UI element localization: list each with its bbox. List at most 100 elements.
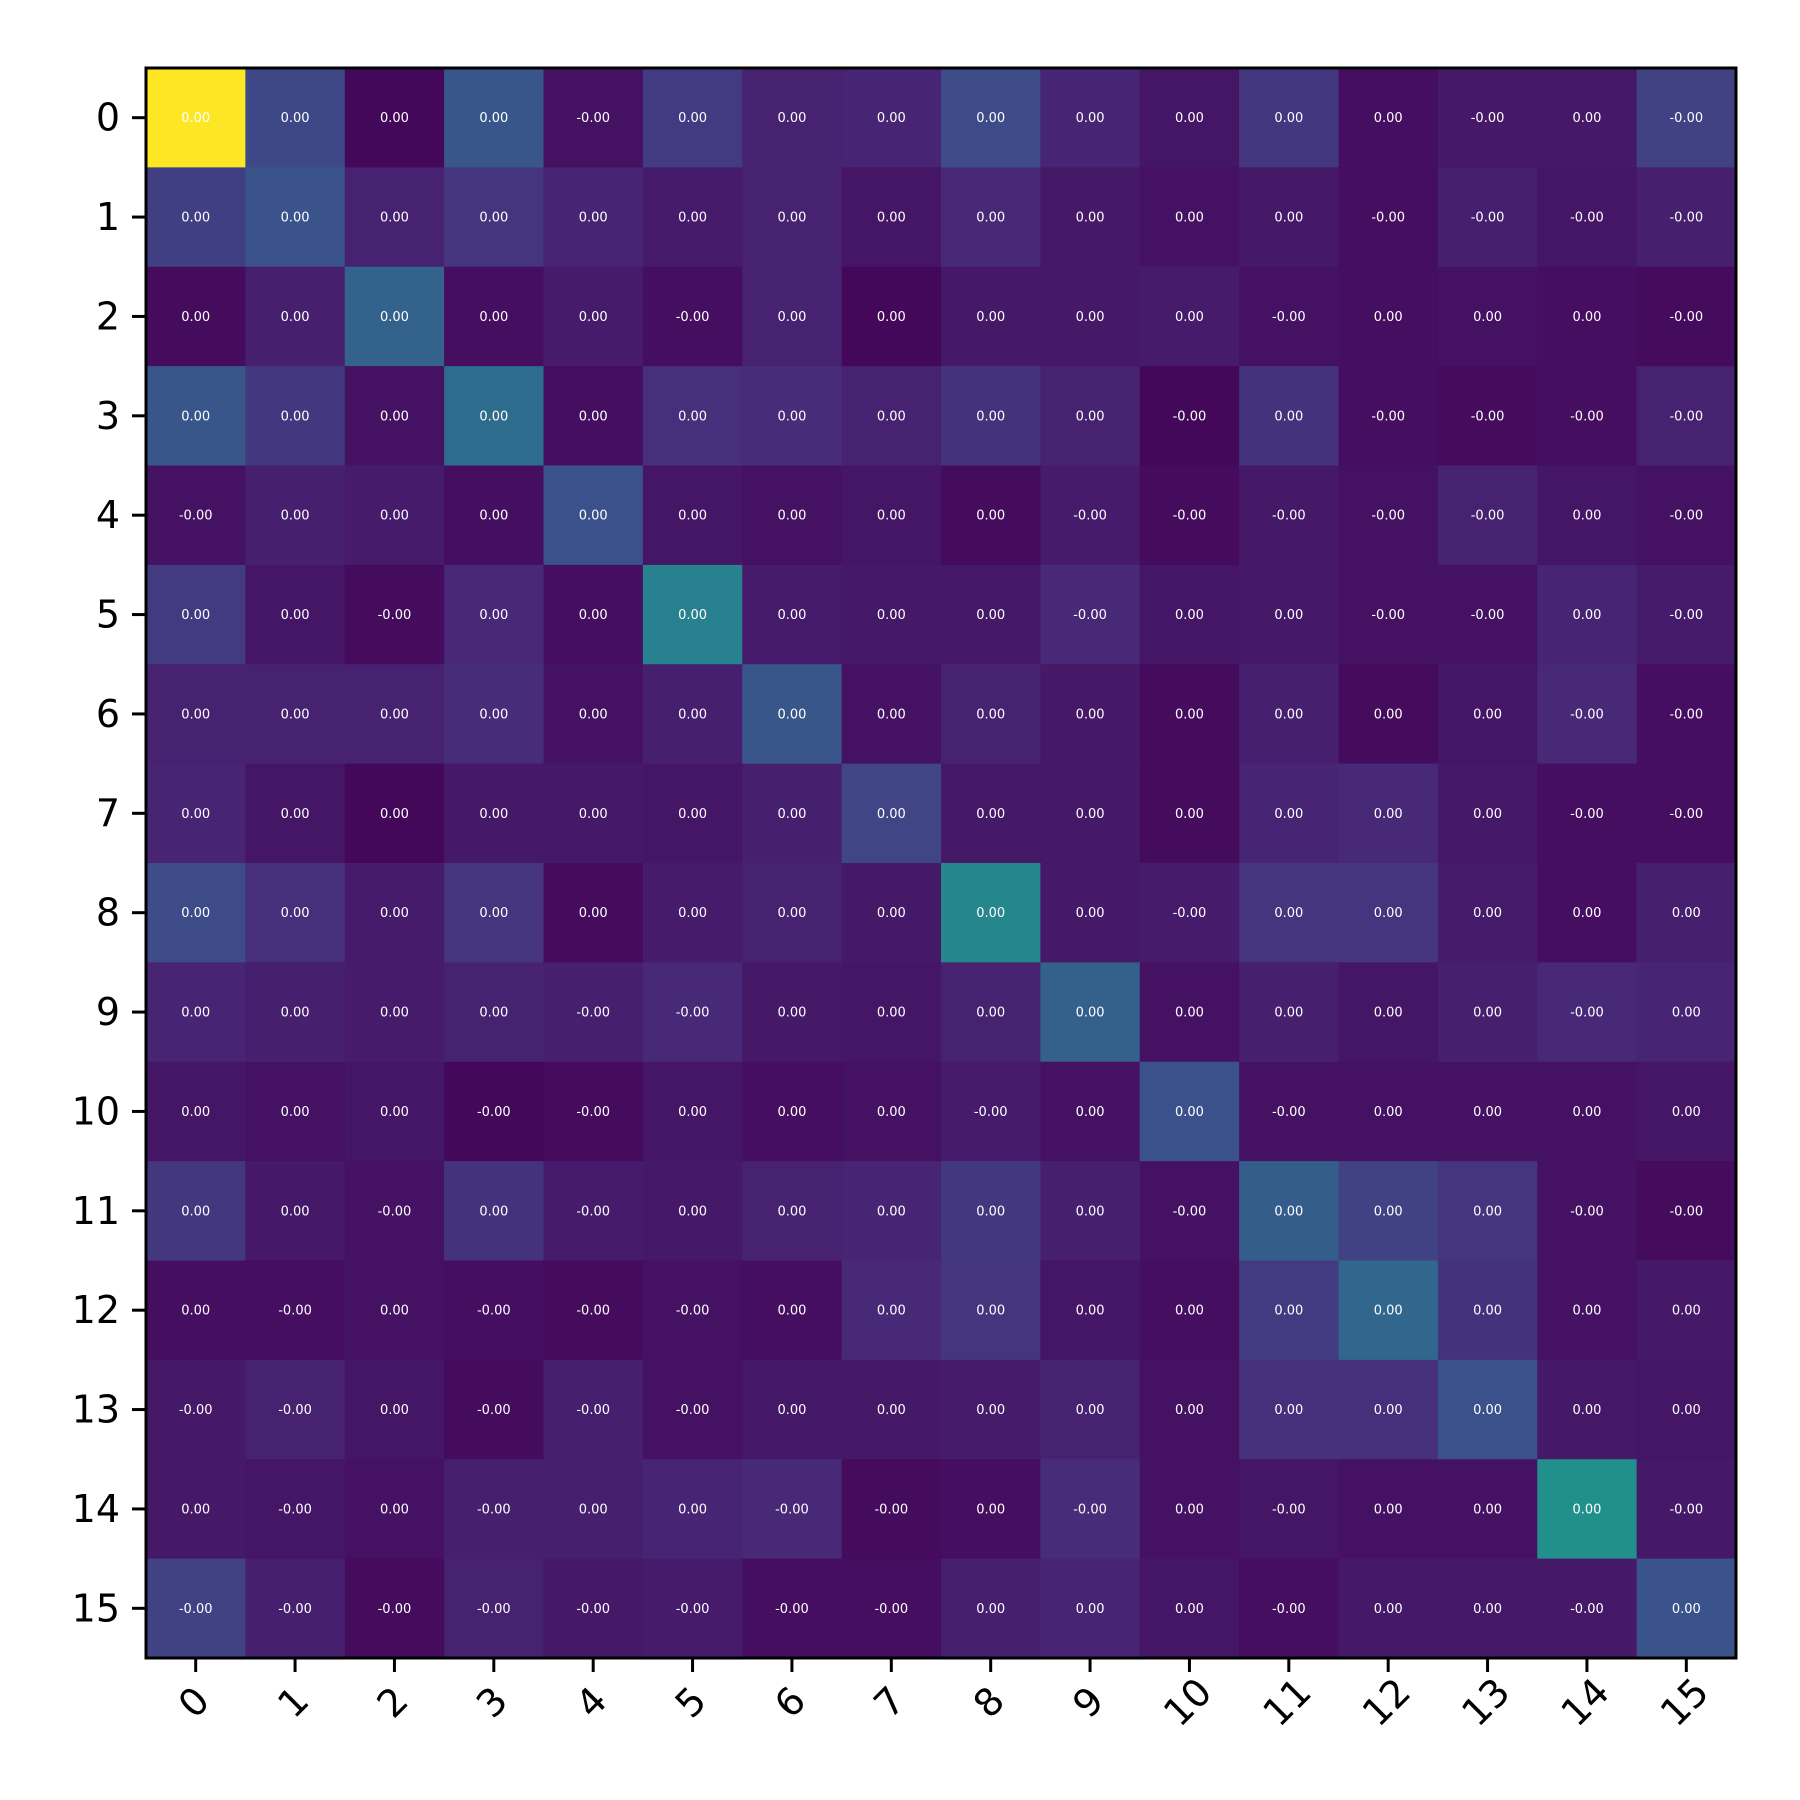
x-tick-label-6: 6	[766, 1678, 814, 1726]
cell-label-15-8: 0.00	[976, 1602, 1005, 1617]
heatmap-cell-9-11	[1239, 962, 1339, 1063]
cell-label-3-3: 0.00	[479, 409, 508, 424]
cell-label-10-14: 0.00	[1572, 1105, 1601, 1120]
heatmap-cell-10-10	[1139, 1061, 1240, 1162]
heatmap-cell-13-14	[1537, 1359, 1638, 1460]
cell-label-5-1: 0.00	[281, 608, 310, 623]
heatmap-cell-14-8	[941, 1459, 1041, 1560]
cell-label-0-4: -0.00	[576, 111, 610, 126]
cell-label-11-1: 0.00	[281, 1204, 310, 1219]
cell-label-11-5: 0.00	[678, 1204, 707, 1219]
cell-label-2-12: 0.00	[1374, 310, 1403, 325]
heatmap-cell-9-12	[1338, 962, 1439, 1063]
cell-label-9-3: 0.00	[479, 1006, 508, 1021]
cell-label-15-11: -0.00	[1272, 1602, 1306, 1617]
heatmap-cell-13-6	[742, 1359, 843, 1460]
cell-label-6-3: 0.00	[479, 707, 508, 722]
heatmap-cell-6-3	[444, 664, 544, 765]
heatmap-cell-6-13	[1437, 664, 1538, 765]
heatmap-cell-12-7	[841, 1260, 942, 1361]
cell-label-9-1: 0.00	[281, 1006, 310, 1021]
heatmap-cell-4-0	[146, 465, 246, 566]
cell-label-8-3: 0.00	[479, 906, 508, 921]
cell-label-4-12: -0.00	[1371, 509, 1405, 524]
cell-label-1-7: 0.00	[877, 211, 906, 226]
heatmap-cell-1-9	[1040, 167, 1141, 268]
heatmap-cell-0-1	[245, 68, 346, 168]
heatmap-cell-5-0	[146, 564, 246, 665]
cell-label-10-12: 0.00	[1374, 1105, 1403, 1120]
cell-label-8-8: 0.00	[976, 906, 1005, 921]
heatmap-cell-11-14	[1537, 1161, 1638, 1261]
heatmap-cell-14-10	[1139, 1459, 1240, 1560]
cell-label-1-9: 0.00	[1076, 211, 1105, 226]
heatmap-cell-7-7	[841, 763, 942, 864]
cell-label-0-7: 0.00	[877, 111, 906, 126]
y-tick-label-13: 13	[72, 1388, 120, 1432]
cell-label-10-5: 0.00	[678, 1105, 707, 1120]
cell-label-8-4: 0.00	[579, 906, 608, 921]
heatmap-cell-4-7	[841, 465, 942, 566]
cell-label-11-14: -0.00	[1570, 1204, 1604, 1219]
heatmap-cell-11-4	[543, 1161, 644, 1261]
cell-label-14-3: -0.00	[477, 1502, 511, 1517]
cell-label-14-15: -0.00	[1669, 1502, 1703, 1517]
heatmap-cell-15-2	[344, 1558, 445, 1659]
cell-label-12-13: 0.00	[1473, 1304, 1502, 1319]
cell-label-12-12: 0.00	[1374, 1304, 1403, 1319]
heatmap-cell-12-2	[344, 1260, 445, 1361]
cell-label-6-5: 0.00	[678, 707, 707, 722]
cell-label-9-10: 0.00	[1175, 1006, 1204, 1021]
heatmap-cell-10-3	[444, 1061, 544, 1162]
cell-label-7-13: 0.00	[1473, 807, 1502, 822]
heatmap-cell-0-2	[344, 68, 445, 168]
heatmap-cell-0-10	[1139, 68, 1240, 168]
cell-label-5-4: 0.00	[579, 608, 608, 623]
cell-label-6-2: 0.00	[380, 707, 409, 722]
heatmap-cell-14-3	[444, 1459, 544, 1560]
heatmap-cell-3-15	[1636, 366, 1737, 466]
cell-label-11-4: -0.00	[576, 1204, 610, 1219]
cell-label-4-6: 0.00	[777, 509, 806, 524]
cell-label-7-6: 0.00	[777, 807, 806, 822]
heatmap-cell-4-15	[1636, 465, 1737, 566]
cell-label-4-4: 0.00	[579, 509, 608, 524]
heatmap-cell-3-12	[1338, 366, 1439, 466]
cell-label-14-1: -0.00	[278, 1502, 312, 1517]
cell-label-9-5: -0.00	[676, 1006, 710, 1021]
cell-label-15-13: 0.00	[1473, 1602, 1502, 1617]
cell-label-2-14: 0.00	[1572, 310, 1601, 325]
cell-label-14-4: 0.00	[579, 1502, 608, 1517]
cell-label-6-4: 0.00	[579, 707, 608, 722]
heatmap-cell-4-3	[444, 465, 544, 566]
cell-label-14-8: 0.00	[976, 1502, 1005, 1517]
cell-label-7-9: 0.00	[1076, 807, 1105, 822]
cell-label-3-9: 0.00	[1076, 409, 1105, 424]
heatmap-cell-2-6	[742, 266, 843, 367]
heatmap-cell-2-0	[146, 266, 246, 367]
heatmap-cell-12-6	[742, 1260, 843, 1361]
cell-label-2-15: -0.00	[1669, 310, 1703, 325]
heatmap-cell-9-7	[841, 962, 942, 1063]
heatmap-cell-11-6	[742, 1161, 843, 1261]
cell-label-6-11: 0.00	[1274, 707, 1303, 722]
heatmap-cell-0-13	[1437, 68, 1538, 168]
cell-label-11-9: 0.00	[1076, 1204, 1105, 1219]
cell-label-0-3: 0.00	[479, 111, 508, 126]
cell-label-11-6: 0.00	[777, 1204, 806, 1219]
heatmap-cell-5-8	[941, 564, 1041, 665]
cell-label-10-10: 0.00	[1175, 1105, 1204, 1120]
heatmap-cell-3-8	[941, 366, 1041, 466]
cell-label-8-13: 0.00	[1473, 906, 1502, 921]
cell-label-8-1: 0.00	[281, 906, 310, 921]
heatmap-cell-5-4	[543, 564, 644, 665]
cell-label-15-9: 0.00	[1076, 1602, 1105, 1617]
cell-label-6-0: 0.00	[181, 707, 210, 722]
heatmap-cell-4-8	[941, 465, 1041, 566]
cell-label-6-10: 0.00	[1175, 707, 1204, 722]
cell-label-15-14: -0.00	[1570, 1602, 1604, 1617]
heatmap-cell-1-13	[1437, 167, 1538, 268]
cell-label-2-7: 0.00	[877, 310, 906, 325]
cell-label-13-9: 0.00	[1076, 1403, 1105, 1418]
heatmap-cell-11-7	[841, 1161, 942, 1261]
